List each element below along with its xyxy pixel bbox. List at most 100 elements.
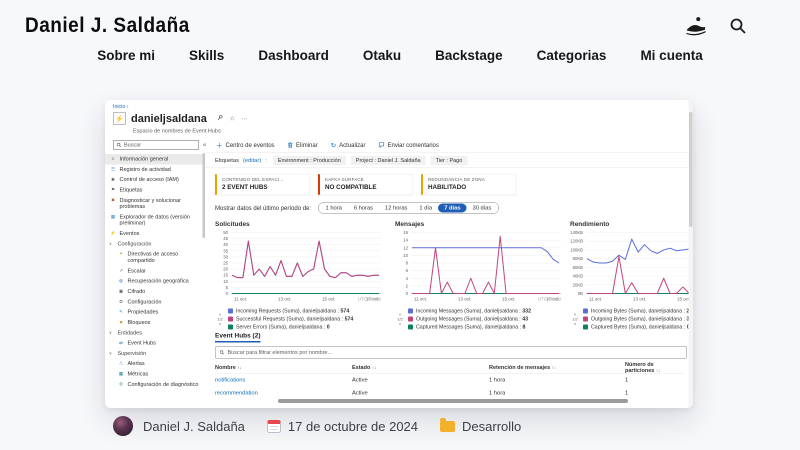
sidebar-item[interactable]: ⚙ Configuración de diagnóstico — [105, 379, 205, 389]
table-row[interactable]: recommendation Active 1 hora 1 — [215, 387, 685, 400]
more-icon[interactable]: ··· — [241, 115, 248, 123]
status-badge: KAFKA SURFACE NO COMPATIBLE — [318, 174, 413, 195]
event-hubs-filter-input[interactable]: Buscar para filtrar elementos por nombre… — [215, 347, 687, 359]
sidebar-item[interactable]: ■ Bloqueos — [105, 317, 205, 327]
badge-value: HABILITADO — [428, 184, 511, 191]
event-hub-link[interactable]: notifications — [215, 377, 352, 383]
period-option[interactable]: 1 día — [413, 204, 438, 213]
legend-swatch — [228, 317, 233, 322]
tab-event-hubs[interactable]: Event Hubs (2) — [215, 332, 261, 343]
site-logo[interactable]: Daniel J. Saldaña — [25, 14, 190, 39]
sort-icon[interactable]: ↑↓ — [237, 365, 242, 370]
sidebar-item[interactable]: ∨ Entidades — [105, 328, 205, 338]
event-hub-link[interactable]: recommendation — [215, 390, 352, 396]
sidebar-item[interactable]: ▦ Métricas — [105, 369, 205, 379]
period-option[interactable]: 6 horas — [348, 204, 379, 213]
sidebar-item[interactable]: ≡ Información general — [105, 154, 205, 164]
nav-link[interactable]: Backstage — [435, 48, 503, 63]
sidebar-item[interactable]: ◉ Control de acceso (IAM) — [105, 175, 205, 185]
cell-particiones: 1 — [625, 377, 685, 383]
legend-page-up-icon[interactable]: ∧ — [219, 312, 222, 316]
sidebar-item[interactable]: ▦ Explorador de datos (versión prelimina… — [105, 212, 205, 229]
plot-area — [586, 231, 693, 296]
column-header[interactable]: Retención de mensajes↑↓ — [489, 365, 625, 371]
period-option[interactable]: 7 días — [438, 204, 466, 213]
sidebar-item-icon: ⚑ — [110, 187, 116, 193]
nav-link[interactable]: Skills — [189, 48, 224, 63]
sidebar-item-label: Entidades — [118, 330, 142, 336]
sidebar-item[interactable]: ⚡ Eventos — [105, 229, 205, 239]
refresh-icon: ↻ — [331, 142, 336, 149]
collapse-menu-icon[interactable]: « — [203, 141, 206, 148]
refresh-button[interactable]: ↻ Actualizar — [331, 142, 366, 149]
sidebar-item[interactable]: ✎ Propiedades — [105, 307, 205, 317]
y-axis-labels: 50454035302520151050 — [215, 231, 229, 296]
table-row[interactable]: notifications Active 1 hora 1 — [215, 374, 685, 387]
delete-button[interactable]: Eliminar — [288, 142, 318, 149]
legend-item[interactable]: Outgoing Bytes (Suma), danieljsaldana : … — [583, 315, 693, 323]
nav-link[interactable]: Dashboard — [258, 48, 329, 63]
vertical-scrollbar-track[interactable] — [689, 100, 694, 408]
badge-value: NO COMPATIBLE — [325, 184, 408, 191]
sidebar-item[interactable]: ⚑ Etiquetas — [105, 185, 205, 195]
new-event-hub-button[interactable]: ＋ Centro de eventos — [216, 142, 275, 149]
sidebar-item[interactable]: ✖ Diagnosticar y solucionar problemas — [105, 195, 205, 212]
column-header[interactable]: Número de particiones↑↓ — [625, 362, 685, 374]
vertical-scrollbar-thumb[interactable] — [689, 112, 693, 227]
sidebar-item[interactable]: ✦ Directivas de acceso compartido — [105, 249, 205, 266]
period-option[interactable]: 1 hora — [320, 204, 348, 213]
sidebar-item[interactable]: ⚙ Configuración — [105, 297, 205, 307]
activity-button[interactable] — [682, 12, 710, 40]
legend-page-down-icon[interactable]: ∨ — [399, 322, 402, 326]
legend-item[interactable]: Incoming Bytes (Suma), danieljsaldana : … — [583, 307, 693, 315]
legend-page-up-icon[interactable]: ∧ — [399, 312, 402, 316]
period-option[interactable]: 30 días — [467, 204, 498, 213]
legend-item[interactable]: Outgoing Messages (Suma), danieljsaldana… — [408, 315, 565, 323]
sidebar-item-icon: ◉ — [110, 177, 116, 183]
sidebar-item[interactable]: ↗ Escalar — [105, 266, 205, 276]
legend-item[interactable]: Incoming Requests (Suma), danieljsaldana… — [228, 307, 385, 315]
tag-pill[interactable]: Project : Daniel J. Saldaña — [351, 156, 426, 165]
nav-link[interactable]: Mi cuenta — [640, 48, 702, 63]
legend-item[interactable]: Server Errors (Suma), danieljsaldana : 0 — [228, 323, 385, 331]
resource-menu-search-input[interactable]: Buscar — [113, 140, 199, 150]
pin-icon[interactable] — [217, 115, 224, 123]
legend-item[interactable]: Successful Requests (Suma), danieljsalda… — [228, 315, 385, 323]
search-button[interactable] — [724, 12, 752, 40]
legend-item[interactable]: Captured Messages (Suma), danieljsaldana… — [408, 323, 565, 331]
sort-icon[interactable]: ↑↓ — [552, 365, 557, 370]
tag-pill[interactable]: Environment : Producción — [273, 156, 346, 165]
legend-page-down-icon[interactable]: ∨ — [574, 322, 577, 326]
legend-page-down-icon[interactable]: ∨ — [219, 322, 222, 326]
horizontal-scrollbar[interactable] — [278, 399, 628, 403]
sort-icon[interactable]: ↑↓ — [656, 368, 661, 373]
legend-item[interactable]: Captured Bytes (Suma), danieljsaldana : … — [583, 323, 693, 331]
avatar[interactable] — [113, 416, 133, 436]
column-header[interactable]: Nombre↑↓ — [215, 365, 352, 371]
nav-link[interactable]: Otaku — [363, 48, 401, 63]
sidebar-item[interactable]: ∨ Supervisión — [105, 348, 205, 358]
sidebar-item[interactable]: ◍ Recuperación geográfica — [105, 276, 205, 286]
sort-icon[interactable]: ↑↓ — [372, 365, 377, 370]
post-author[interactable]: Daniel J. Saldaña — [143, 419, 245, 434]
nav-link[interactable]: Categorias — [537, 48, 607, 63]
tags-edit-link[interactable]: (editar) — [243, 157, 261, 163]
sidebar-item[interactable]: ▣ Cifrado — [105, 286, 205, 296]
period-option[interactable]: 12 horas — [379, 204, 413, 213]
legend-page-up-icon[interactable]: ∧ — [574, 312, 577, 316]
sidebar-item[interactable]: ∨ Configuración — [105, 239, 205, 249]
column-header[interactable]: Estado↑↓ — [352, 365, 489, 371]
legend-item[interactable]: Incoming Messages (Suma), danieljsaldana… — [408, 307, 565, 315]
sidebar-item[interactable]: ☰ Registro de actividad — [105, 164, 205, 174]
legend-swatch — [408, 325, 413, 330]
tag-pill[interactable]: Tier : Pago — [431, 156, 468, 165]
breadcrumb[interactable]: Inicio › — [113, 104, 128, 110]
sidebar-item[interactable]: ⇄ Event Hubs — [105, 338, 205, 348]
star-icon[interactable]: ☆ — [229, 115, 235, 123]
post-category[interactable]: Desarrollo — [462, 419, 521, 434]
feedback-button[interactable]: Enviar comentarios — [379, 142, 439, 149]
legend-label: Successful Requests (Suma), danieljsalda… — [236, 316, 353, 322]
sidebar-item[interactable]: ⚠ Alertas — [105, 359, 205, 369]
sidebar-item-icon: ■ — [118, 319, 124, 325]
nav-link[interactable]: Sobre mi — [97, 48, 155, 63]
